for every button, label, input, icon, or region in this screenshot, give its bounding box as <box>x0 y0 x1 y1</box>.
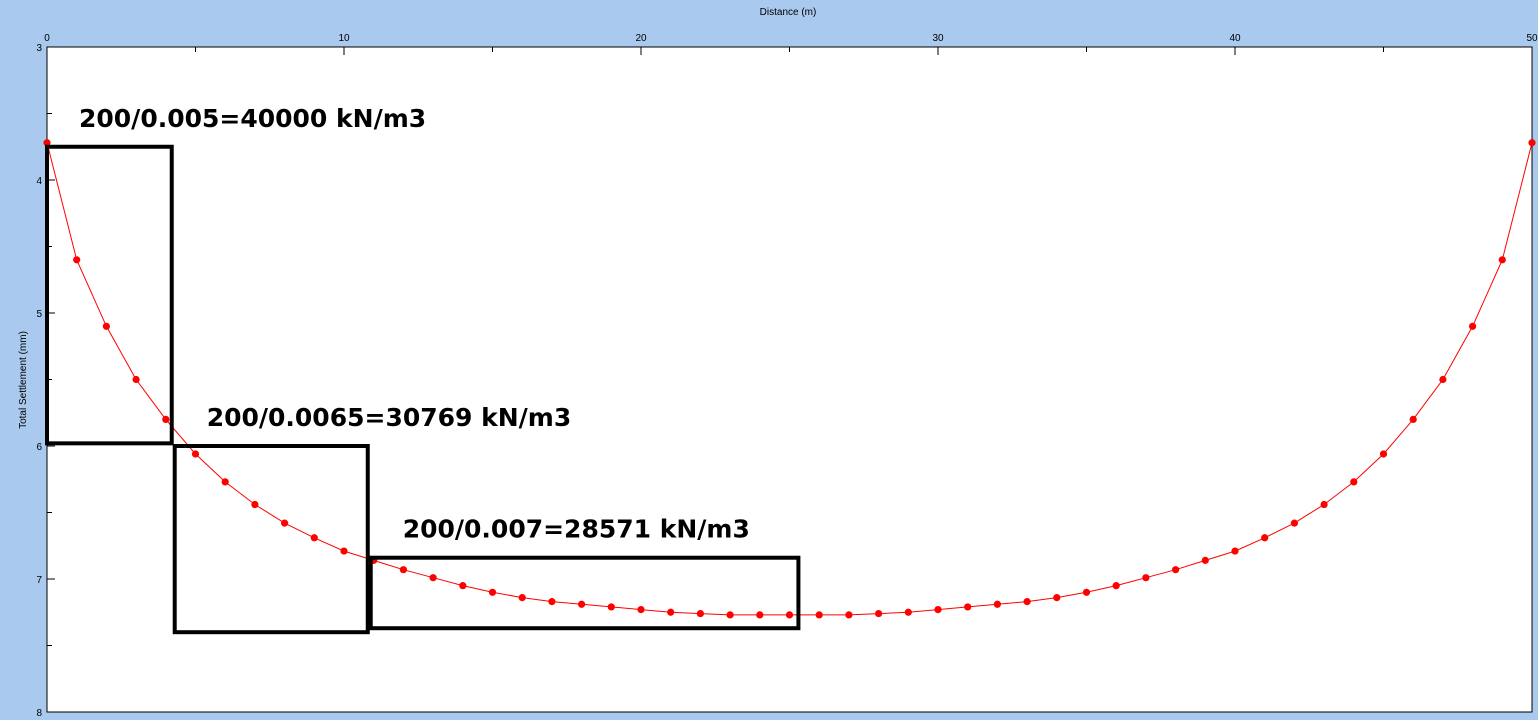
data-point <box>221 478 229 486</box>
data-point <box>488 588 497 596</box>
data-point <box>1053 594 1061 602</box>
y-tick-label: 8 <box>36 708 42 719</box>
x-tick-label: 50 <box>1526 33 1538 44</box>
x-axis-title: Distance (m) <box>760 7 817 18</box>
data-point <box>1290 519 1298 527</box>
data-point <box>518 594 526 602</box>
annotation-label: 200/0.007=28571 kN/m3 <box>403 515 750 544</box>
data-point <box>132 375 140 384</box>
data-point <box>1231 547 1239 555</box>
data-point <box>73 256 81 264</box>
data-point <box>43 139 51 147</box>
data-point <box>726 611 734 619</box>
data-point <box>696 609 705 618</box>
data-point <box>459 582 467 590</box>
y-tick-label: 6 <box>36 442 42 453</box>
annotation-box <box>45 144 174 446</box>
x-tick-label: 30 <box>932 33 944 44</box>
data-point <box>1350 478 1358 486</box>
y-tick-label: 5 <box>36 309 42 320</box>
data-point <box>1082 588 1091 596</box>
data-point <box>162 415 170 423</box>
data-point <box>964 603 972 611</box>
data-point <box>1498 256 1506 264</box>
annotation-label: 200/0.005=40000 kN/m3 <box>79 104 426 133</box>
x-tick-label: 10 <box>338 33 350 44</box>
x-tick-label: 40 <box>1229 33 1241 44</box>
data-point <box>845 611 853 619</box>
data-point <box>1320 500 1328 509</box>
annotation-box <box>172 444 370 635</box>
data-point <box>1261 534 1269 542</box>
y-tick-label: 7 <box>36 575 42 586</box>
data-point <box>548 598 556 606</box>
data-point <box>1201 556 1209 564</box>
data-point <box>251 500 259 509</box>
data-point <box>578 600 586 608</box>
data-point <box>607 603 615 611</box>
x-axis-ticks: 0 10 20 30 40 50 <box>44 33 1538 55</box>
data-point <box>399 566 407 574</box>
series-layer <box>43 139 1536 619</box>
data-point <box>102 322 110 330</box>
y-axis-ticks: 3 4 5 6 7 8 <box>36 43 55 719</box>
data-point <box>1112 582 1120 590</box>
y-axis-title: Total Settlement (mm) <box>18 331 29 429</box>
data-point <box>785 611 794 619</box>
data-point <box>934 605 942 614</box>
y-tick-label: 3 <box>36 43 42 54</box>
data-point <box>1528 139 1536 147</box>
y-tick-label: 4 <box>36 176 42 187</box>
annotation-layer: 200/0.005=40000 kN/m3 200/0.0065=30769 kN… <box>45 104 801 635</box>
data-point <box>429 574 437 582</box>
data-point <box>993 600 1002 608</box>
data-point <box>637 605 645 614</box>
data-point <box>1409 415 1417 423</box>
data-point <box>1469 322 1477 330</box>
data-point <box>1439 375 1447 384</box>
data-point <box>667 608 675 616</box>
data-point <box>191 450 200 458</box>
data-point <box>875 609 883 618</box>
x-tick-label: 20 <box>635 33 647 44</box>
plot-area <box>46 46 1533 713</box>
data-point <box>815 611 823 619</box>
data-point <box>1379 450 1388 458</box>
data-point <box>1172 566 1180 574</box>
data-point <box>281 519 289 527</box>
data-point <box>310 534 318 542</box>
annotation-label: 200/0.0065=30769 kN/m3 <box>207 403 572 432</box>
data-point <box>340 547 348 555</box>
data-point <box>756 611 764 619</box>
data-point <box>904 608 912 616</box>
data-point <box>1023 598 1031 606</box>
x-tick-label: 0 <box>44 33 50 44</box>
data-point <box>1142 574 1150 582</box>
annotation-box <box>368 555 801 631</box>
